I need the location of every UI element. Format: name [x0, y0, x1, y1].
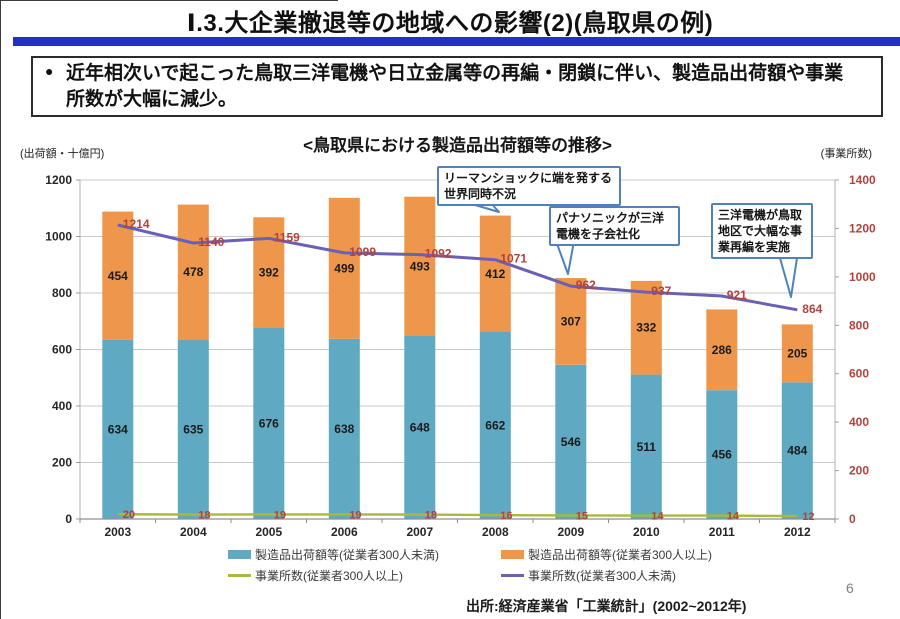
summary-text: 近年相次いで起こった鳥取三洋電機や日立金属等の再編・閉鎖に伴い、製造品出荷額や事…: [66, 63, 844, 110]
legend-label: 製造品出荷額等(従業者300人未満): [255, 547, 440, 562]
callout-lehman-shock: リーマンショックに端を発する世界同時不況: [437, 166, 621, 206]
left-axis-unit-label: (出荷額・十億円): [20, 148, 105, 160]
svg-text:205: 205: [787, 346, 807, 360]
svg-text:286: 286: [712, 343, 732, 357]
legend-label: 事業所数(従業者300人以上): [255, 568, 404, 583]
svg-text:493: 493: [410, 259, 430, 273]
svg-text:19: 19: [274, 509, 286, 521]
svg-text:2004: 2004: [180, 525, 207, 539]
svg-text:200: 200: [52, 456, 72, 470]
svg-text:392: 392: [259, 266, 279, 280]
svg-text:2010: 2010: [633, 525, 660, 539]
page-number: 6: [846, 580, 854, 596]
chart-legend: 製造品出荷額等(従業者300人未満) 製造品出荷額等(従業者300人以上) 事業…: [228, 546, 712, 583]
right-axis-unit-label: (事業所数): [820, 148, 872, 160]
svg-text:1400: 1400: [849, 173, 876, 187]
svg-text:18: 18: [198, 510, 210, 522]
svg-text:600: 600: [52, 343, 72, 357]
svg-text:600: 600: [849, 367, 869, 381]
svg-text:2007: 2007: [406, 525, 433, 539]
svg-text:2006: 2006: [331, 525, 358, 539]
legend-item: 製造品出荷額等(従業者300人未満): [228, 546, 501, 562]
svg-text:16: 16: [500, 510, 512, 522]
svg-text:400: 400: [849, 415, 869, 429]
svg-text:456: 456: [712, 448, 732, 462]
scan-edge-left: [0, 0, 1, 619]
legend-swatch-bar-small: [228, 549, 251, 559]
svg-text:15: 15: [576, 510, 588, 522]
chart-title: <鳥取県における製造品出荷額等の推移>: [303, 136, 612, 155]
page-title: Ⅰ.3.大企業撤退等の地域への影響(2)(鳥取県の例): [186, 10, 714, 37]
svg-text:19: 19: [349, 509, 361, 521]
svg-text:20: 20: [123, 509, 135, 521]
svg-text:1092: 1092: [425, 247, 452, 261]
svg-text:921: 921: [727, 288, 747, 302]
summary-box: [31, 56, 883, 117]
svg-text:200: 200: [849, 464, 869, 478]
svg-text:511: 511: [637, 440, 657, 454]
svg-text:14: 14: [727, 511, 740, 523]
svg-text:937: 937: [651, 284, 671, 298]
title-rule: [13, 37, 900, 46]
source-note: 出所:経済産業省「工業統計」(2002~2012年): [466, 598, 747, 614]
callout-sanyo-restructure: 三洋電機が鳥取地区で大幅な事業再編を実施: [711, 203, 813, 259]
svg-text:1000: 1000: [849, 270, 876, 284]
svg-text:14: 14: [651, 511, 664, 523]
svg-text:2005: 2005: [255, 525, 282, 539]
svg-text:676: 676: [259, 417, 279, 431]
legend-item: 事業所数(従業者300人未満): [501, 567, 712, 583]
svg-text:546: 546: [561, 435, 581, 449]
svg-text:478: 478: [183, 265, 203, 279]
svg-text:1140: 1140: [198, 235, 224, 249]
svg-text:1000: 1000: [45, 230, 72, 244]
svg-text:1071: 1071: [500, 252, 527, 266]
svg-text:2008: 2008: [482, 525, 509, 539]
svg-text:662: 662: [485, 419, 505, 433]
svg-text:800: 800: [849, 318, 869, 332]
svg-text:1214: 1214: [123, 217, 150, 231]
legend-label: 事業所数(従業者300人未満): [528, 568, 677, 583]
bullet-icon: ●: [45, 63, 54, 79]
svg-text:864: 864: [802, 302, 822, 316]
svg-text:400: 400: [52, 399, 72, 413]
scan-edge-top: [0, 0, 338, 1]
svg-text:962: 962: [576, 278, 596, 292]
svg-text:307: 307: [561, 314, 581, 328]
svg-text:332: 332: [636, 321, 656, 335]
svg-text:800: 800: [52, 286, 72, 300]
svg-text:1099: 1099: [349, 245, 376, 259]
svg-text:638: 638: [334, 422, 354, 436]
legend-item: 事業所数(従業者300人以上): [228, 567, 501, 583]
svg-text:412: 412: [485, 267, 505, 281]
svg-text:12: 12: [802, 511, 814, 523]
legend-swatch-line-large: [228, 573, 251, 577]
svg-text:2009: 2009: [557, 525, 584, 539]
callout-panasonic: パナソニックが三洋電機を子会社化: [549, 206, 680, 246]
legend-label: 製造品出荷額等(従業者300人以上): [528, 547, 713, 562]
svg-text:0: 0: [65, 512, 72, 526]
svg-text:634: 634: [108, 422, 128, 436]
legend-swatch-bar-large: [501, 549, 524, 559]
svg-text:499: 499: [334, 261, 354, 275]
svg-text:1200: 1200: [849, 221, 876, 235]
legend-swatch-line-small: [501, 573, 524, 577]
svg-text:648: 648: [410, 421, 430, 435]
svg-text:18: 18: [425, 510, 437, 522]
svg-text:635: 635: [183, 422, 203, 436]
svg-text:484: 484: [787, 444, 807, 458]
svg-text:2012: 2012: [784, 525, 811, 539]
svg-text:2003: 2003: [104, 525, 131, 539]
svg-text:1200: 1200: [45, 173, 72, 187]
legend-item: 製造品出荷額等(従業者300人以上): [501, 546, 712, 562]
svg-text:454: 454: [108, 269, 128, 283]
svg-text:2011: 2011: [709, 525, 735, 539]
svg-text:1159: 1159: [274, 230, 300, 244]
svg-text:0: 0: [849, 512, 856, 526]
